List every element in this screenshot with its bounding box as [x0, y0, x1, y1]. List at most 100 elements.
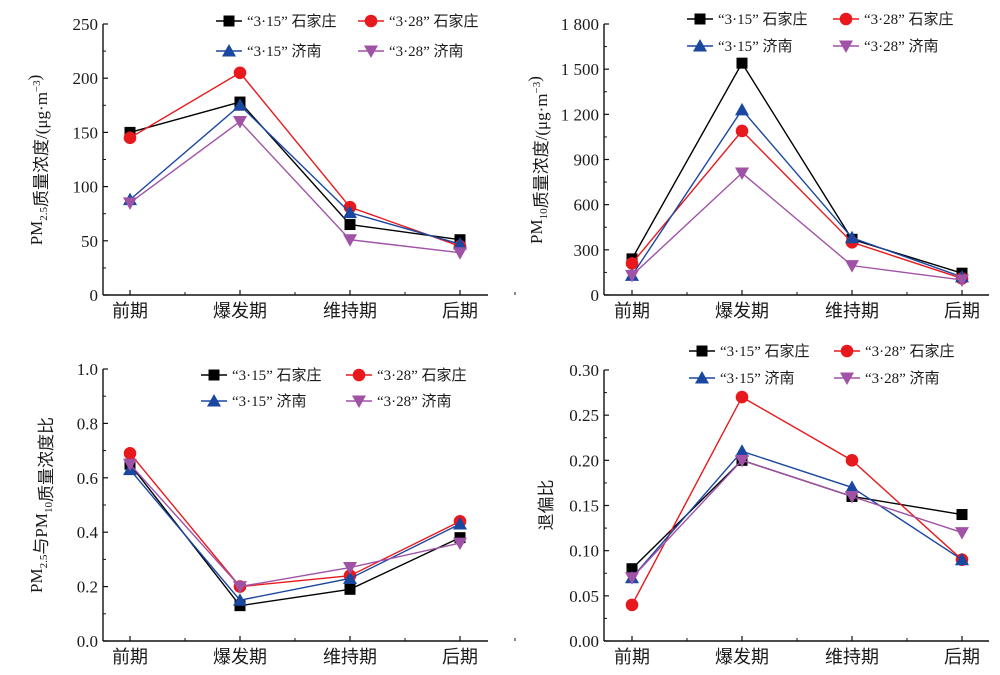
- circle-marker: [233, 66, 247, 80]
- legend-item: “3·28” 济南: [346, 393, 452, 410]
- series-0: [626, 57, 968, 279]
- legend-label: “3·28” 济南: [377, 393, 452, 410]
- y-axis-title-part: 质量浓度比: [37, 417, 56, 502]
- x-tick-label: 维持期: [825, 301, 879, 322]
- y-tick-label: 0.0: [77, 632, 98, 651]
- legend-label: “3·28” 石家庄: [377, 366, 467, 384]
- x-tick-label: 后期: [442, 301, 478, 322]
- series-line: [129, 101, 461, 241]
- y-tick-label: 0.30: [569, 361, 599, 380]
- circle-marker: [735, 124, 749, 138]
- x-tick-label: 后期: [944, 301, 980, 322]
- y-tick-label: 0.4: [77, 523, 99, 542]
- legend-item: “3·15” 济南: [687, 38, 793, 55]
- triangle-down-marker: [955, 274, 969, 287]
- y-axis-title-part: PM: [527, 219, 546, 244]
- triangle-down-marker: [453, 537, 467, 551]
- legend: “3·15” 石家庄 “3·28” 石家庄 “3·15” 济南 “3·28” 济南: [687, 10, 954, 55]
- triangle-down-marker: [123, 458, 137, 472]
- legend-item: “3·15” 济南: [689, 370, 795, 387]
- triangle-down-marker: [625, 572, 639, 585]
- triangle-down-marker: [955, 527, 969, 540]
- triangle-down-marker: [233, 116, 247, 129]
- y-axis-title-part: 10: [538, 208, 550, 220]
- series-line: [129, 104, 461, 245]
- legend-label: “3·15” 石家庄: [720, 342, 810, 360]
- legend-item: “3·15” 石家庄: [687, 10, 808, 28]
- triangle-up-marker: [207, 394, 221, 407]
- x-tick-label: 前期: [614, 647, 650, 668]
- legend-label: “3·15” 济南: [718, 38, 793, 55]
- x-tick-label: 爆发期: [715, 647, 769, 668]
- legend: “3·15” 石家庄 “3·28” 石家庄 “3·15” 济南 “3·28” 济南: [689, 342, 955, 387]
- y-axis-title-part: 2.5: [38, 206, 50, 220]
- series-line: [631, 108, 963, 278]
- y-tick-label: 250: [73, 15, 99, 34]
- series-3: [625, 167, 969, 287]
- legend: “3·15” 石家庄 “3·28” 石家庄 “3·15” 济南 “3·28” 济南: [216, 12, 479, 60]
- legend: “3·15” 石家庄 “3·28” 石家庄 “3·15” 济南 “3·28” 济南: [201, 366, 467, 410]
- series-line: [129, 469, 461, 601]
- series-3: [123, 458, 467, 594]
- square-marker: [626, 563, 638, 575]
- legend-label: “3·28” 石家庄: [864, 10, 954, 28]
- series-line: [631, 450, 963, 579]
- legend-label: “3·15” 石家庄: [718, 10, 808, 28]
- legend-label: “3·15” 济南: [232, 393, 307, 410]
- circle-marker: [625, 257, 639, 270]
- x-tick-label: 前期: [614, 301, 650, 322]
- square-marker: [223, 15, 235, 27]
- circle-marker: [123, 447, 137, 460]
- y-axis-title-part: PM: [27, 568, 46, 593]
- x-tick-label: 维持期: [825, 647, 879, 668]
- legend-label: “3·28” 石家庄: [389, 12, 479, 30]
- legend-item: “3·28” 石家庄: [834, 342, 955, 360]
- triangle-down-marker: [845, 490, 859, 504]
- series-0: [626, 454, 968, 575]
- y-axis-title: PM10质量浓度/(μg·m−3): [525, 76, 551, 244]
- legend-item: “3·28” 济南: [358, 43, 464, 60]
- y-tick-label: 0.00: [569, 632, 599, 651]
- chart-pm25: 0 50 100 150 200 250 前期 爆发期 维持期 后期 PM2.5质量浓度/(μg·m…: [25, 12, 516, 322]
- y-axis-title: 退偏比: [537, 480, 556, 531]
- y-axis-title: PM2.5与PM10质量浓度比: [27, 417, 56, 593]
- triangle-down-marker: [453, 247, 467, 260]
- y-tick-label: 0: [591, 286, 600, 305]
- circle-marker: [845, 454, 859, 467]
- triangle-up-marker: [955, 552, 969, 566]
- y-axis-title-part: 退偏比: [537, 480, 556, 531]
- triangle-down-marker: [343, 562, 357, 575]
- circle-marker: [123, 131, 137, 145]
- legend-label: “3·28” 济南: [864, 38, 939, 55]
- y-tick-label: 0.2: [77, 578, 98, 597]
- legend-item: “3·28” 石家庄: [346, 366, 467, 384]
- y-tick-label: 200: [73, 69, 99, 88]
- triangle-up-marker: [222, 44, 236, 57]
- legend-label: “3·28” 济南: [389, 43, 464, 60]
- y-tick-label: 100: [73, 178, 99, 197]
- y-axis-title-part: 质量浓度/(μg·m: [532, 93, 551, 208]
- y-axis-title: PM2.5质量浓度/(μg·m−3): [25, 75, 51, 246]
- y-axis-title-part: ): [525, 76, 544, 82]
- square-marker: [736, 57, 748, 69]
- legend-item: “3·15” 济南: [201, 393, 307, 410]
- triangle-down-marker: [364, 45, 378, 58]
- square-marker: [956, 509, 968, 521]
- triangle-down-marker: [840, 372, 854, 385]
- triangle-up-marker: [343, 205, 357, 219]
- series-1: [625, 390, 969, 612]
- legend-item: “3·15” 石家庄: [689, 342, 810, 360]
- triangle-down-marker: [845, 260, 859, 273]
- series-2: [625, 102, 969, 283]
- triangle-down-marker: [735, 167, 749, 181]
- legend-item: “3·28” 济南: [833, 38, 939, 55]
- series-0: [124, 458, 466, 612]
- legend-label: “3·15” 济南: [247, 43, 322, 60]
- y-tick-label: 0.10: [569, 542, 599, 561]
- legend-label: “3·15” 石家庄: [232, 366, 322, 384]
- y-axis-title-part: −3: [531, 81, 543, 93]
- y-axis-title-part: −3: [31, 80, 43, 92]
- y-axis-title-part: 与PM: [32, 513, 51, 555]
- series-2: [123, 98, 467, 250]
